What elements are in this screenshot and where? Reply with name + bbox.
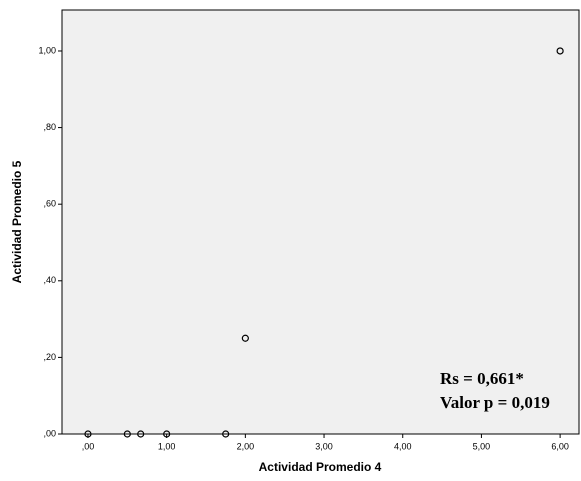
point	[123, 430, 131, 438]
y-tick-label: ,20	[43, 352, 56, 362]
x-tick-label: ,00	[82, 441, 95, 451]
x-tick-label: 3,00	[315, 441, 333, 451]
plot-area	[61, 9, 580, 435]
x-tick-label: 1,00	[158, 441, 176, 451]
point	[84, 430, 92, 438]
point	[556, 47, 564, 55]
x-tick-label: 6,00	[551, 441, 569, 451]
y-tick-label: ,00	[43, 428, 56, 438]
point	[222, 430, 230, 438]
y-tick-label: ,40	[43, 275, 56, 285]
annotation: Valor p = 0,019	[440, 393, 550, 412]
x-tick-label: 4,00	[394, 441, 412, 451]
x-tick-label: 5,00	[473, 441, 491, 451]
x-axis-title: Actividad Promedio 4	[259, 460, 382, 474]
x-tick-label: 2,00	[237, 441, 255, 451]
annotation: Rs = 0,661*	[440, 369, 524, 388]
y-tick-label: 1,00	[38, 45, 56, 55]
point	[137, 430, 145, 438]
y-axis-title: Actividad Promedio 5	[10, 160, 24, 283]
y-tick-label: ,60	[43, 199, 56, 209]
point	[163, 430, 171, 438]
y-tick-label: ,80	[43, 122, 56, 132]
point	[241, 334, 249, 342]
